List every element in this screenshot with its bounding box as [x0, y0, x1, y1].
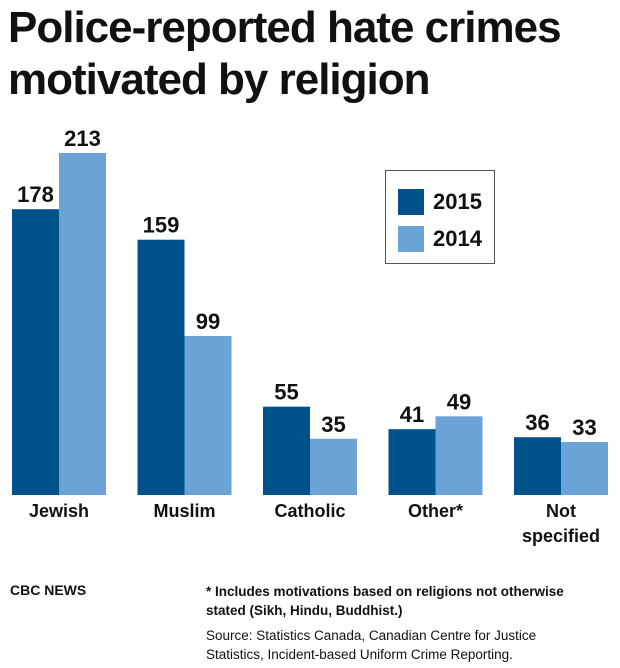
legend-swatch-2014 [398, 226, 424, 252]
data-label-not-specified-2015: 36 [525, 410, 549, 435]
bar-catholic-2014 [310, 438, 357, 495]
legend-swatch-2015 [398, 189, 424, 215]
chart-title-line-1: Police-reported hate crimes [8, 3, 562, 52]
category-label-not-specified-line-2: specified [522, 526, 600, 546]
footnote-line-1: * Includes motivations based on religion… [206, 584, 564, 599]
chart-legend: 2015 2014 [385, 170, 495, 264]
bar-other-2015 [388, 429, 436, 495]
legend-label-2015: 2015 [433, 189, 482, 214]
bar-not-specified-2014 [561, 442, 608, 495]
category-label-muslim: Muslim [153, 501, 215, 521]
category-label-jewish: Jewish [29, 501, 89, 521]
category-label-other: Other* [408, 501, 463, 521]
source-line-2: Statistics, Incident-based Uniform Crime… [206, 647, 513, 662]
bar-jewish-2014 [59, 153, 106, 495]
data-label-other-2014: 49 [447, 389, 471, 414]
data-label-other-2015: 41 [400, 402, 424, 427]
data-label-not-specified-2014: 33 [572, 415, 596, 440]
bar-jewish-2015 [12, 209, 59, 495]
category-label-not-specified-line-1: Not [546, 501, 576, 521]
data-label-jewish-2014: 213 [64, 126, 101, 151]
bar-muslim-2014 [184, 336, 232, 495]
footnote: * Includes motivations based on religion… [206, 582, 606, 620]
data-label-jewish-2015: 178 [17, 182, 54, 207]
bar-muslim-2015 [137, 239, 185, 495]
data-label-catholic-2014: 35 [321, 412, 345, 437]
footnote-line-2: stated (Sikh, Hindu, Buddhist.) [206, 603, 403, 618]
category-label-catholic: Catholic [274, 501, 345, 521]
brand-credit: CBC NEWS [10, 582, 87, 598]
legend-label-2014: 2014 [433, 226, 482, 251]
chart-title: Police-reported hate crimes motivated by… [8, 2, 618, 106]
bar-catholic-2015 [263, 406, 310, 495]
bar-chart: 178 213 Jewish 159 99 Muslim 55 35 Catholic 41 49 O… [12, 126, 608, 546]
source-line-1: Source: Statistics Canada, Canadian Cent… [206, 628, 537, 643]
source-note: Source: Statistics Canada, Canadian Cent… [206, 626, 611, 664]
chart-title-line-2: motivated by religion [8, 55, 431, 104]
data-label-catholic-2015: 55 [274, 380, 298, 405]
bar-other-2014 [435, 416, 483, 495]
data-label-muslim-2014: 99 [196, 309, 220, 334]
data-label-muslim-2015: 159 [143, 213, 180, 238]
bar-not-specified-2015 [514, 437, 561, 495]
